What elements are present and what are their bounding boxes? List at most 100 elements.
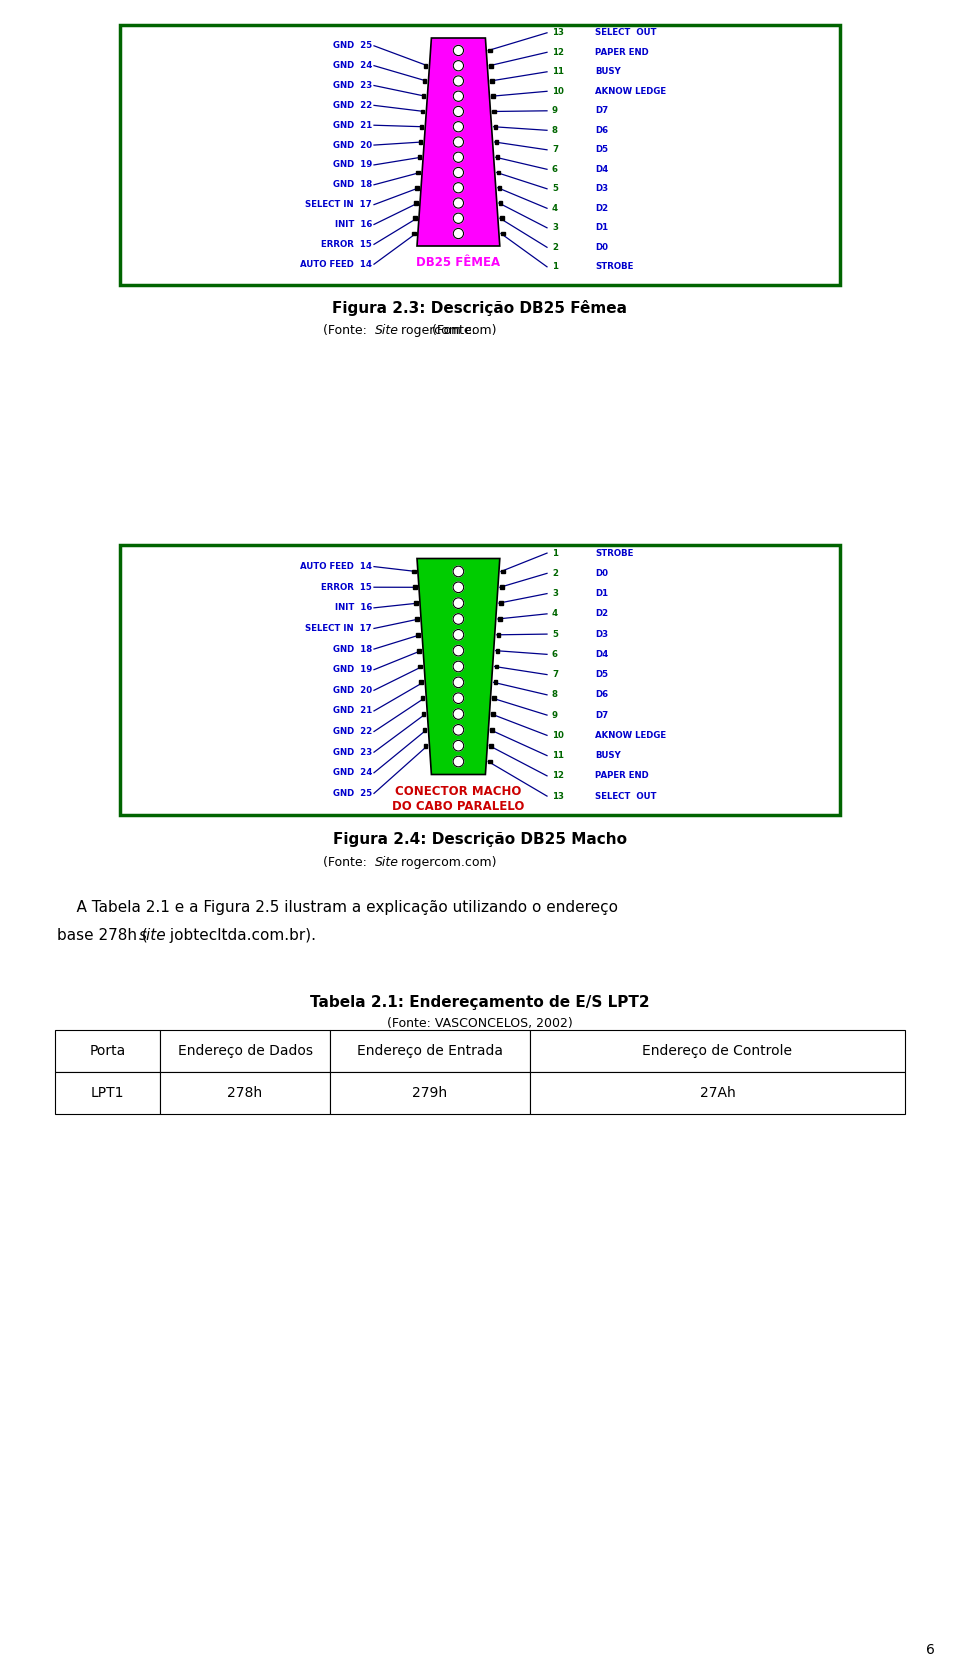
Bar: [420, 680, 423, 683]
Text: D3: D3: [595, 184, 609, 193]
Circle shape: [453, 755, 464, 767]
Bar: [419, 141, 422, 144]
Circle shape: [453, 645, 464, 657]
Text: 3: 3: [552, 223, 558, 233]
Bar: [489, 760, 492, 764]
Circle shape: [453, 75, 464, 85]
Bar: [416, 186, 419, 189]
Text: GND  21: GND 21: [333, 707, 372, 715]
Text: SELECT  OUT: SELECT OUT: [595, 792, 657, 801]
Bar: [330, 1030, 530, 1072]
Text: (Fonte: VASCONCELOS, 2002): (Fonte: VASCONCELOS, 2002): [387, 1017, 573, 1030]
Bar: [493, 126, 497, 129]
Bar: [421, 94, 425, 99]
Bar: [420, 109, 424, 114]
Text: (Fonte:: (Fonte:: [323, 323, 371, 337]
Bar: [496, 171, 500, 174]
Circle shape: [453, 740, 464, 750]
Text: D7: D7: [595, 106, 609, 116]
Circle shape: [453, 198, 464, 208]
Text: A Tabela 2.1 e a Figura 2.5 ilustram a explicação utilizando o endereço: A Tabela 2.1 e a Figura 2.5 ilustram a e…: [57, 899, 618, 915]
Circle shape: [453, 613, 464, 625]
Bar: [120, 544, 840, 816]
Bar: [491, 729, 494, 732]
Text: GND  21: GND 21: [333, 121, 372, 129]
Text: 9: 9: [552, 710, 558, 720]
Text: Endereço de Entrada: Endereço de Entrada: [357, 1044, 503, 1059]
Text: 6: 6: [552, 164, 558, 174]
Bar: [493, 680, 497, 683]
Bar: [492, 109, 496, 114]
Text: 10: 10: [552, 730, 564, 740]
Bar: [417, 171, 420, 174]
Text: AKNOW LEDGE: AKNOW LEDGE: [595, 87, 666, 95]
Bar: [530, 1072, 905, 1114]
Text: 2: 2: [552, 570, 558, 578]
Text: D4: D4: [595, 650, 609, 658]
Bar: [501, 231, 505, 236]
Text: 12: 12: [552, 772, 564, 781]
Bar: [490, 744, 493, 747]
Text: 9: 9: [552, 106, 558, 116]
Text: BUSY: BUSY: [595, 67, 621, 77]
Circle shape: [453, 152, 464, 162]
Text: GND  19: GND 19: [333, 665, 372, 675]
Circle shape: [453, 90, 464, 102]
Circle shape: [453, 598, 464, 608]
Text: 6: 6: [925, 1643, 934, 1657]
Text: D2: D2: [595, 204, 609, 213]
Bar: [492, 712, 495, 715]
Text: GND  23: GND 23: [333, 80, 372, 90]
Text: STROBE: STROBE: [595, 263, 634, 271]
Text: AKNOW LEDGE: AKNOW LEDGE: [595, 730, 666, 740]
Text: Figura 2.3: Descrição DB25 Fêmea: Figura 2.3: Descrição DB25 Fêmea: [332, 300, 628, 317]
Text: (Fonte:: (Fonte:: [323, 856, 371, 869]
Text: D6: D6: [595, 126, 609, 134]
Text: CONECTOR MACHO
DO CABO PARALELO: CONECTOR MACHO DO CABO PARALELO: [393, 786, 524, 814]
Text: GND  19: GND 19: [333, 161, 372, 169]
Circle shape: [453, 122, 464, 132]
Text: STROBE: STROBE: [595, 549, 634, 558]
Bar: [414, 601, 418, 605]
Text: D4: D4: [595, 164, 609, 174]
Bar: [490, 64, 493, 67]
Text: Site: Site: [375, 856, 399, 869]
Text: base 278h (: base 278h (: [57, 928, 148, 943]
Text: 12: 12: [552, 49, 564, 57]
Bar: [500, 585, 504, 590]
Polygon shape: [417, 39, 500, 246]
Text: 13: 13: [552, 792, 564, 801]
Text: rogercom.com): rogercom.com): [397, 323, 496, 337]
Bar: [496, 633, 500, 636]
Text: D1: D1: [595, 590, 609, 598]
Text: D3: D3: [595, 630, 609, 638]
Text: 11: 11: [552, 67, 564, 77]
Text: GND  20: GND 20: [333, 141, 372, 149]
Text: 8: 8: [552, 690, 558, 700]
Bar: [412, 570, 416, 573]
Bar: [422, 729, 426, 732]
Text: D1: D1: [595, 223, 609, 233]
Bar: [422, 79, 426, 82]
Text: ERROR  15: ERROR 15: [322, 240, 372, 250]
Text: D0: D0: [595, 243, 609, 251]
Circle shape: [453, 107, 464, 117]
Bar: [413, 216, 417, 219]
Text: 7: 7: [552, 146, 558, 154]
Bar: [530, 1030, 905, 1072]
Text: 27Ah: 27Ah: [700, 1085, 735, 1100]
Circle shape: [453, 693, 464, 703]
Text: ERROR  15: ERROR 15: [322, 583, 372, 591]
Bar: [420, 697, 424, 700]
Text: site: site: [139, 928, 167, 943]
Bar: [423, 64, 427, 67]
Bar: [418, 648, 421, 653]
Bar: [418, 156, 421, 159]
Bar: [499, 201, 502, 204]
Bar: [120, 25, 840, 285]
Bar: [412, 231, 416, 236]
Bar: [413, 585, 417, 590]
Text: 1: 1: [552, 263, 558, 271]
Bar: [55, 1030, 160, 1072]
Text: GND  18: GND 18: [333, 181, 372, 189]
